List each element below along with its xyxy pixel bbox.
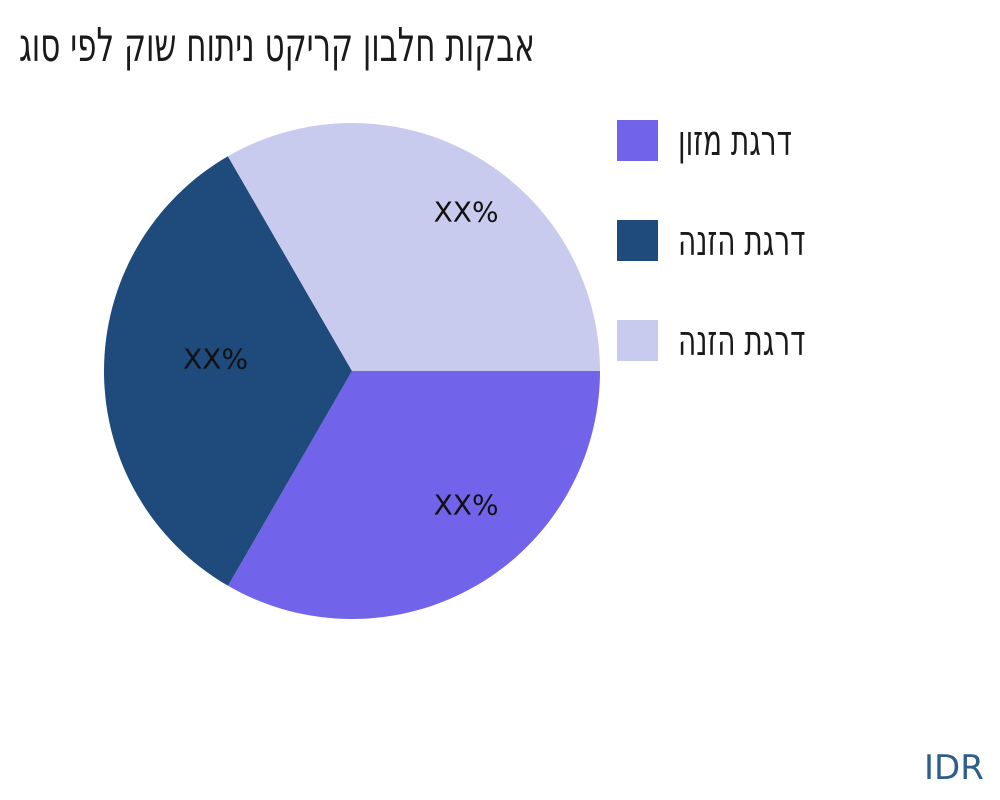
pie-slice: [227, 123, 600, 371]
legend-swatch: [617, 320, 658, 361]
chart-title: אבקות חלבון קריקט ניתוח שוק לפי סוג: [19, 19, 535, 73]
legend-item-label: דרגת הזנה: [678, 215, 806, 266]
slice-percentage-label: XX%: [183, 342, 249, 376]
pie-slice: [103, 156, 352, 586]
slice-percentage-label: XX%: [433, 195, 499, 229]
legend: דרגת מזון דרגת הזנה דרגת הזנה: [617, 116, 805, 420]
legend-item-label: דרגת הזנה: [678, 315, 806, 366]
legend-item: דרגת הזנה: [617, 216, 805, 265]
legend-item-label: דרגת מזון: [678, 115, 792, 166]
legend-swatch: [617, 120, 658, 161]
currency-footnote: IDR: [924, 748, 984, 788]
pie-slice: [228, 371, 601, 620]
legend-item: דרגת הזנה: [617, 316, 805, 365]
legend-item: דרגת מזון: [617, 116, 805, 165]
legend-swatch: [617, 220, 658, 261]
slice-percentage-label: XX%: [433, 488, 499, 522]
